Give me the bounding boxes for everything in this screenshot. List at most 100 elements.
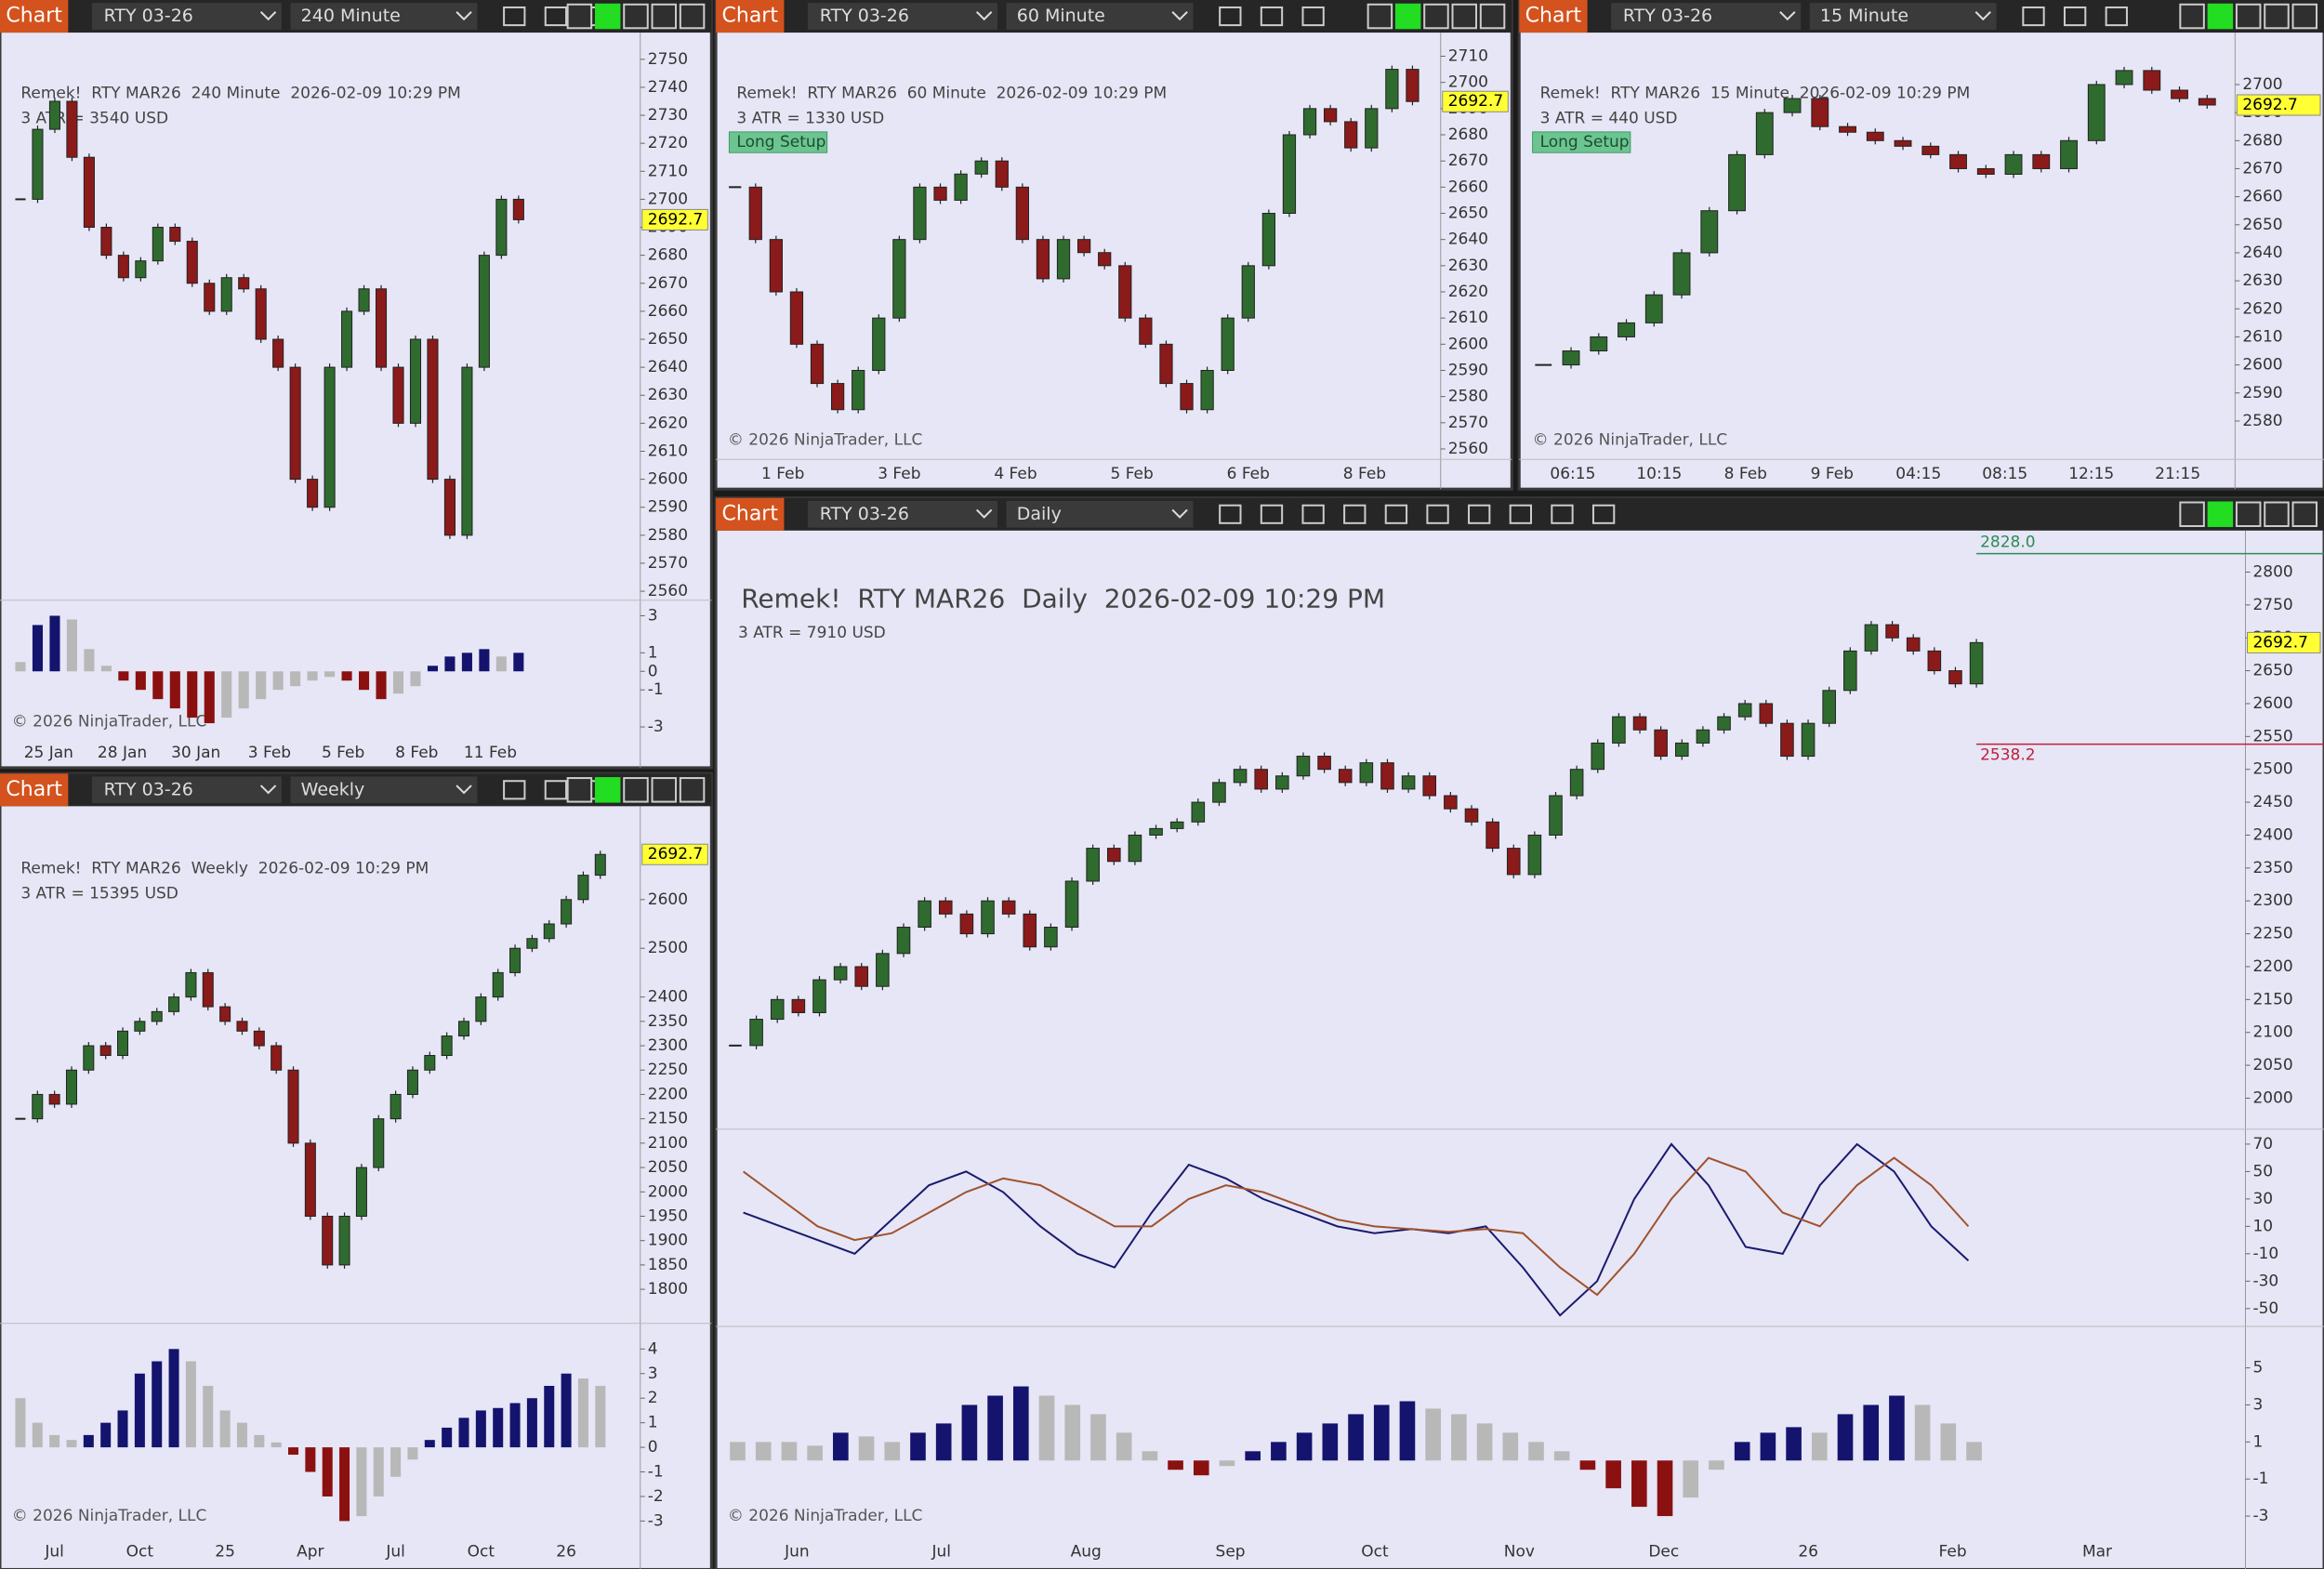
- toolbar-icon[interactable]: [1219, 6, 1242, 27]
- interval-dropdown[interactable]: [290, 3, 478, 30]
- window-button[interactable]: [2291, 501, 2318, 528]
- chart-tab-label[interactable]: Chart: [722, 5, 779, 28]
- chart-tab[interactable]: [716, 497, 785, 531]
- histogram-bar: [1528, 1442, 1544, 1461]
- y-tick-label: -3: [2252, 1507, 2268, 1525]
- histogram-bar: [135, 671, 146, 691]
- toolbar-icon[interactable]: [2022, 6, 2045, 27]
- window-button[interactable]: [679, 777, 706, 803]
- candle: [769, 239, 783, 293]
- window-button[interactable]: [623, 3, 649, 30]
- interval-dropdown[interactable]: [1809, 3, 1997, 30]
- chart-panel: [714, 496, 2324, 1569]
- instrument-label[interactable]: RTY 03-26: [104, 6, 193, 26]
- candle: [322, 1215, 334, 1266]
- interval-dropdown[interactable]: [1006, 500, 1194, 528]
- window-button[interactable]: [1451, 3, 1478, 30]
- instrument-dropdown[interactable]: [807, 3, 998, 30]
- interval-label[interactable]: 60 Minute: [1017, 6, 1105, 26]
- toolbar-icon[interactable]: [1426, 504, 1449, 524]
- toolbar-icon[interactable]: [1260, 6, 1284, 27]
- window-button[interactable]: [651, 777, 678, 803]
- window-button[interactable]: [679, 3, 706, 30]
- chart-tab[interactable]: [1519, 0, 1588, 33]
- toolbar-icon[interactable]: [503, 780, 526, 800]
- histogram-bar: [526, 1398, 537, 1448]
- window-button[interactable]: [594, 3, 621, 30]
- instrument-label[interactable]: RTY 03-26: [1623, 6, 1712, 26]
- window-button[interactable]: [594, 777, 621, 803]
- toolbar-icon[interactable]: [2063, 6, 2087, 27]
- candle: [66, 100, 78, 158]
- candle: [134, 1021, 146, 1032]
- instrument-dropdown[interactable]: [91, 3, 282, 30]
- window-button[interactable]: [1423, 3, 1449, 30]
- y-tick-label: 2640: [1448, 231, 1488, 249]
- toolbar-icon[interactable]: [2105, 6, 2128, 27]
- toolbar-icon[interactable]: [1301, 6, 1325, 27]
- window-button[interactable]: [2179, 3, 2205, 30]
- chart-tab[interactable]: [716, 0, 785, 33]
- x-tick-label: Nov: [1504, 1542, 1535, 1561]
- chart-tab-label[interactable]: Chart: [722, 502, 779, 525]
- toolbar-icon[interactable]: [1260, 504, 1284, 524]
- window-button[interactable]: [2207, 3, 2234, 30]
- window-button[interactable]: [2179, 501, 2205, 528]
- instrument-dropdown[interactable]: [807, 500, 998, 528]
- window-button[interactable]: [2235, 3, 2262, 30]
- candle: [892, 239, 906, 319]
- candle: [509, 947, 522, 973]
- toolbar-icon[interactable]: [1219, 504, 1242, 524]
- chart-tab[interactable]: [0, 773, 69, 807]
- window-button[interactable]: [1479, 3, 1506, 30]
- instrument-label[interactable]: RTY 03-26: [820, 6, 909, 26]
- chart-tab-label[interactable]: Chart: [6, 778, 62, 801]
- window-button[interactable]: [566, 777, 593, 803]
- histogram-bar: [1889, 1395, 1905, 1461]
- chart-tab-label[interactable]: Chart: [1525, 5, 1582, 28]
- interval-dropdown[interactable]: [1006, 3, 1194, 30]
- instrument-label[interactable]: RTY 03-26: [820, 504, 909, 524]
- histogram-bar: [84, 649, 95, 672]
- candle: [1380, 762, 1394, 790]
- window-button[interactable]: [1394, 3, 1421, 30]
- toolbar-icon[interactable]: [1301, 504, 1325, 524]
- interval-label[interactable]: 240 Minute: [301, 6, 401, 26]
- y-tick-label: 1800: [648, 1280, 688, 1299]
- window-button[interactable]: [2264, 3, 2290, 30]
- window-button[interactable]: [623, 777, 649, 803]
- toolbar-icon[interactable]: [1384, 504, 1408, 524]
- histogram-bar: [238, 671, 249, 709]
- x-tick-label: 3 Feb: [878, 465, 920, 483]
- window-button[interactable]: [566, 3, 593, 30]
- toolbar-icon[interactable]: [544, 6, 568, 27]
- window-button[interactable]: [1367, 3, 1393, 30]
- candle: [236, 1021, 248, 1032]
- last-price-label: 2692.7: [648, 845, 703, 864]
- chart-tab[interactable]: [0, 0, 69, 33]
- toolbar-icon[interactable]: [1509, 504, 1533, 524]
- window-button[interactable]: [651, 3, 678, 30]
- interval-label[interactable]: 15 Minute: [1820, 6, 1908, 26]
- interval-label[interactable]: Daily: [1017, 504, 1062, 524]
- y-tick-label: 2200: [648, 1085, 688, 1103]
- candle: [1644, 294, 1663, 323]
- instrument-dropdown[interactable]: [1611, 3, 1802, 30]
- window-button[interactable]: [2235, 501, 2262, 528]
- window-button[interactable]: [2291, 3, 2318, 30]
- interval-dropdown[interactable]: [290, 776, 478, 804]
- x-tick-label: 06:15: [1550, 465, 1595, 483]
- toolbar-icon[interactable]: [1468, 504, 1491, 524]
- toolbar-icon[interactable]: [503, 6, 526, 27]
- window-button[interactable]: [2207, 501, 2234, 528]
- histogram-bar: [493, 1407, 504, 1448]
- chart-tab-label[interactable]: Chart: [6, 5, 62, 28]
- interval-label[interactable]: Weekly: [301, 779, 365, 799]
- window-button[interactable]: [2264, 501, 2290, 528]
- instrument-dropdown[interactable]: [91, 776, 282, 804]
- toolbar-icon[interactable]: [1343, 504, 1367, 524]
- toolbar-icon[interactable]: [1551, 504, 1574, 524]
- toolbar-icon[interactable]: [544, 780, 568, 800]
- toolbar-icon[interactable]: [1591, 504, 1616, 524]
- instrument-label[interactable]: RTY 03-26: [104, 779, 193, 799]
